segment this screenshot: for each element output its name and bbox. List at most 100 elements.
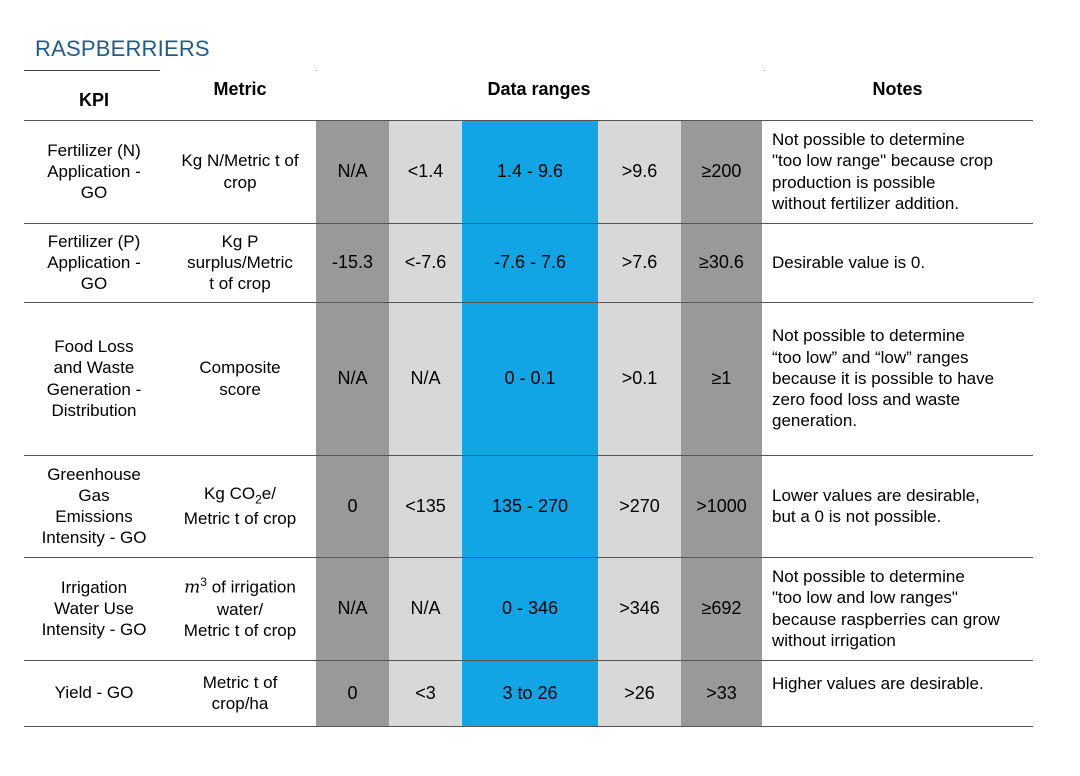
notes-text: Not possible to determine (772, 326, 965, 346)
metric-text: Kg P (221, 231, 259, 251)
metric-text-part: e/ (261, 484, 276, 504)
metric-text: Kg N/Metric t of (181, 151, 299, 171)
range-too-low: N/A (316, 301, 389, 455)
table-row: Fertilizer (P) Application - GO Kg P sur… (24, 222, 1033, 302)
kpi-text: Application - (47, 161, 141, 181)
metric-cell: Composite score (164, 301, 316, 455)
notes-cell: Higher values are desirable. (762, 659, 1033, 727)
metric-unit: m (184, 577, 201, 598)
metric-superscript: 3 (200, 575, 207, 590)
kpi-cell: Fertilizer (N) Application - GO (24, 119, 164, 223)
kpi-text: Distribution (51, 400, 137, 420)
notes-text: because raspberries can grow (772, 609, 1000, 629)
kpi-text: GO (80, 274, 108, 294)
metric-text: Metric t of crop (183, 621, 297, 641)
metric-text: Metric t of crop (183, 508, 297, 528)
metric-text: t of crop (209, 274, 271, 294)
table-row: Food Loss and Waste Generation - Distrib… (24, 301, 1033, 455)
notes-text: Lower values are desirable, (772, 485, 980, 505)
range-too-high: ≥200 (681, 119, 762, 223)
divider-dot (764, 70, 765, 71)
title-underline (24, 70, 160, 71)
kpi-text: Fertilizer (P) (47, 231, 141, 251)
range-low: <1.4 (389, 119, 462, 223)
kpi-text: Generation - (46, 379, 142, 399)
range-low: N/A (389, 556, 462, 660)
metric-cell: m3 of irrigation water/ Metric t of crop (164, 556, 316, 660)
metric-text-part: of irrigation (206, 577, 296, 597)
notes-cell: Desirable value is 0. (762, 222, 1033, 302)
range-too-low: 0 (316, 659, 389, 727)
metric-text: score (219, 379, 261, 399)
notes-text: Not possible to determine (772, 567, 965, 586)
kpi-text: Intensity - GO (41, 620, 147, 640)
metric-cell: Kg N/Metric t of crop (164, 119, 316, 223)
kpi-text: Gas (78, 485, 110, 505)
kpi-cell: Fertilizer (P) Application - GO (24, 222, 164, 302)
range-too-low: -15.3 (316, 222, 389, 302)
metric-text: crop (223, 172, 257, 192)
metric-text: surplus/Metric (187, 252, 293, 272)
range-desirable: 0 - 0.1 (462, 301, 598, 455)
table-row: Greenhouse Gas Emissions Intensity - GO … (24, 454, 1033, 557)
range-desirable: 1.4 - 9.6 (462, 119, 598, 223)
range-high: >7.6 (598, 222, 681, 302)
range-desirable: 135 - 270 (462, 454, 598, 557)
range-low: <-7.6 (389, 222, 462, 302)
notes-text: production is possible (772, 172, 936, 192)
notes-text: Not possible to determine (772, 130, 965, 149)
table-row: Fertilizer (N) Application - GO Kg N/Met… (24, 119, 1033, 223)
notes-text: but a 0 is not possible. (772, 507, 942, 526)
metric-cell: Metric t of crop/ha (164, 659, 316, 727)
notes-cell: Not possible to determine "too low range… (762, 119, 1033, 223)
range-high: >26 (598, 659, 681, 727)
range-high: >346 (598, 556, 681, 660)
notes-cell: Not possible to determine “too low” and … (762, 301, 1033, 455)
notes-cell: Not possible to determine "too low and l… (762, 556, 1033, 660)
notes-text: “too low” and “low” ranges (772, 347, 969, 367)
kpi-text: Irrigation (60, 577, 128, 597)
range-high: >9.6 (598, 119, 681, 223)
range-too-low: N/A (316, 119, 389, 223)
metric-cell: Kg CO2e/ Metric t of crop (164, 454, 316, 557)
range-too-high: ≥692 (681, 556, 762, 660)
range-desirable: 0 - 346 (462, 556, 598, 660)
kpi-cell: Greenhouse Gas Emissions Intensity - GO (24, 454, 164, 557)
kpi-text: Greenhouse (47, 464, 141, 484)
kpi-cell: Yield - GO (24, 659, 164, 727)
table-row: Irrigation Water Use Intensity - GO m3 o… (24, 556, 1033, 660)
metric-text-part: Kg CO (204, 484, 256, 504)
range-too-high: ≥1 (681, 301, 762, 455)
kpi-text: Water Use (54, 598, 134, 618)
range-low: <135 (389, 454, 462, 557)
metric-text: Kg CO2e/ (168, 483, 312, 507)
notes-text: because it is possible to have (772, 368, 995, 388)
kpi-text: Emissions (55, 507, 133, 526)
kpi-table: KPI Metric Data ranges Notes Fertilizer … (24, 72, 1033, 727)
kpi-text: Intensity - GO (41, 528, 147, 548)
range-low: N/A (389, 301, 462, 455)
notes-text: "too low and low ranges" (772, 588, 958, 608)
header-data-ranges: Data ranges (487, 79, 591, 99)
kpi-text: Food Loss (54, 337, 134, 356)
notes-cell: Lower values are desirable, but a 0 is n… (762, 454, 1033, 557)
metric-text: crop/ha (211, 694, 269, 713)
notes-text: "too low range" because crop (772, 151, 993, 171)
kpi-text: and Waste (53, 358, 135, 378)
metric-text: Metric t of (202, 672, 278, 692)
kpi-text: Application - (47, 252, 141, 272)
range-high: >270 (598, 454, 681, 557)
range-low: <3 (389, 659, 462, 727)
kpi-text: GO (80, 183, 108, 203)
notes-text: generation. (772, 411, 858, 431)
header-kpi: KPI (78, 89, 109, 110)
range-too-low: 0 (316, 454, 389, 557)
metric-subscript: 2 (255, 492, 262, 507)
header-notes: Notes (872, 79, 923, 99)
metric-cell: Kg P surplus/Metric t of crop (164, 222, 316, 302)
kpi-cell: Food Loss and Waste Generation - Distrib… (24, 301, 164, 455)
range-too-high: >33 (681, 659, 762, 727)
range-desirable: 3 to 26 (462, 659, 598, 727)
page-title: RASPBERRIERS (35, 36, 210, 61)
header-metric: Metric (213, 79, 267, 99)
